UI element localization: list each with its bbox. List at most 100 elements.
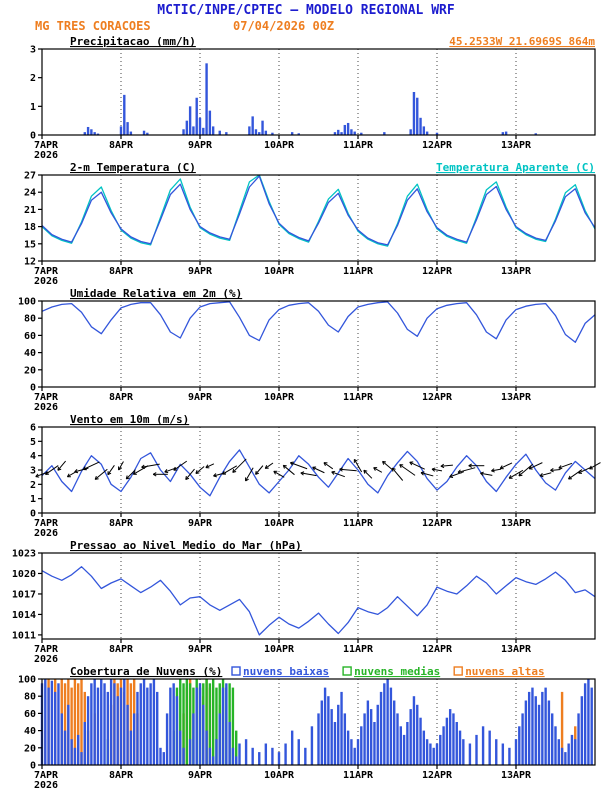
y-tick-label: 100: [18, 675, 36, 686]
panel-right-label: Temperatura Aparente (C): [436, 161, 595, 174]
y-tick-label: 1014: [12, 610, 36, 621]
y-tick-label: 18: [24, 222, 36, 233]
x-tick-label: 10APR: [264, 518, 295, 529]
x-year-label: 2026: [34, 402, 58, 412]
x-tick-label: 9APR: [188, 266, 213, 277]
panel-right-label: 45.2533W 21.6969S 864m: [449, 35, 595, 48]
x-tick-label: 8APR: [109, 518, 134, 529]
series-marks: [84, 63, 537, 135]
panel-title: 2-m Temperatura (C): [70, 161, 196, 174]
x-year-label: 2026: [34, 654, 58, 664]
series-marks: [42, 302, 595, 342]
panel-title: Pressao ao Nivel Medio do Mar (hPa): [70, 539, 302, 552]
model-run-datetime: 07/04/2026 00Z: [233, 19, 334, 34]
y-tick-label: 24: [24, 188, 36, 199]
x-tick-label: 12APR: [422, 644, 453, 655]
y-tick-label: 1020: [12, 569, 36, 580]
x-tick-label: 8APR: [109, 644, 134, 655]
x-tick-label: 13APR: [501, 392, 532, 403]
header-subline: MG TRES CORACOES 07/04/2026 00Z: [0, 19, 612, 34]
legend-swatch-icon: [232, 667, 240, 675]
panel-title: Umidade Relativa em 2m (%): [70, 287, 242, 300]
x-tick-label: 12APR: [422, 770, 453, 781]
x-tick-label: 9APR: [188, 140, 213, 151]
x-year-label: 2026: [34, 150, 58, 160]
legend-label: nuvens baixas: [243, 665, 329, 678]
x-tick-label: 10APR: [264, 392, 295, 403]
x-tick-label: 11APR: [343, 770, 374, 781]
y-tick-label: 20: [24, 365, 36, 376]
y-tick-label: 20: [24, 743, 36, 754]
x-tick-label: 11APR: [343, 140, 374, 151]
x-tick-label: 13APR: [501, 770, 532, 781]
y-tick-label: 6: [30, 423, 36, 434]
x-tick-label: 13APR: [501, 266, 532, 277]
header: MCTIC/INPE/CPTEC — MODELO REGIONAL WRF M…: [0, 0, 612, 34]
y-tick-label: 1: [30, 102, 36, 113]
y-tick-label: 1: [30, 494, 36, 505]
x-tick-label: 8APR: [109, 140, 134, 151]
x-tick-label: 13APR: [501, 518, 532, 529]
x-tick-label: 8APR: [109, 266, 134, 277]
x-tick-label: 11APR: [343, 266, 374, 277]
day-gridlines: [121, 301, 516, 387]
x-tick-label: 10APR: [264, 266, 295, 277]
y-tick-label: 40: [24, 348, 36, 359]
x-tick-label: 12APR: [422, 392, 453, 403]
x-tick-label: 9APR: [188, 770, 213, 781]
y-tick-label: 27: [24, 171, 36, 182]
x-tick-label: 12APR: [422, 140, 453, 151]
day-gridlines: [121, 49, 516, 135]
x-tick-label: 8APR: [109, 392, 134, 403]
x-year-label: 2026: [34, 780, 58, 790]
y-tick-label: 100: [18, 297, 36, 308]
y-tick-label: 80: [24, 692, 36, 703]
page-title: MCTIC/INPE/CPTEC — MODELO REGIONAL WRF: [0, 3, 612, 19]
y-tick-label: 21: [24, 205, 36, 216]
x-tick-label: 9APR: [188, 518, 213, 529]
x-year-label: 2026: [34, 276, 58, 286]
x-tick-label: 10APR: [264, 644, 295, 655]
y-tick-label: 60: [24, 331, 36, 342]
x-tick-label: 12APR: [422, 518, 453, 529]
y-tick-label: 2: [30, 480, 36, 491]
legend-swatch-icon: [454, 667, 462, 675]
y-tick-label: 60: [24, 709, 36, 720]
x-tick-label: 9APR: [188, 392, 213, 403]
y-tick-label: 3: [30, 466, 36, 477]
x-tick-label: 9APR: [188, 644, 213, 655]
y-tick-label: 1023: [12, 549, 36, 560]
y-tick-label: 4: [30, 451, 36, 462]
x-tick-label: 13APR: [501, 140, 532, 151]
x-tick-label: 11APR: [343, 644, 374, 655]
x-tick-label: 8APR: [109, 770, 134, 781]
series-marks: [41, 679, 593, 765]
panel-title: Vento em 10m (m/s): [70, 413, 189, 426]
series-marks: [42, 450, 595, 496]
panel-title: Precipitacao (mm/h): [70, 35, 196, 48]
legend-swatch-icon: [343, 667, 351, 675]
legend-label: nuvens medias: [354, 665, 440, 678]
panel-title: Cobertura de Nuvens (%): [70, 665, 222, 678]
series-marks: [42, 175, 595, 246]
y-tick-label: 40: [24, 726, 36, 737]
